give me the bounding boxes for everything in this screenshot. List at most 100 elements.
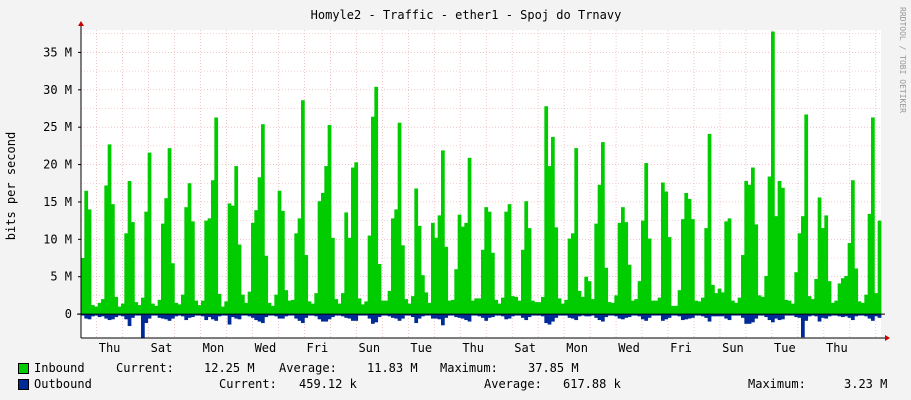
inbound-bar: [644, 163, 649, 315]
inbound-bar: [807, 296, 812, 315]
inbound-bar: [454, 269, 459, 315]
y-tick-label: 15 M: [43, 195, 72, 209]
outbound-bar: [164, 314, 169, 320]
outbound-bar: [564, 314, 569, 316]
x-tick-label: Thu: [826, 341, 848, 355]
inbound-bar: [721, 292, 725, 315]
inbound-bar: [534, 302, 539, 315]
inbound-bar: [157, 299, 162, 315]
outbound-bar: [337, 314, 342, 316]
inbound-bar: [584, 276, 589, 315]
inbound-bar: [207, 218, 212, 315]
outbound-bar: [797, 314, 802, 318]
outbound-bar: [787, 314, 792, 316]
inbound-bar: [587, 281, 592, 315]
inbound-bar: [857, 301, 862, 315]
inbound-bar: [437, 215, 442, 315]
outbound-average: 617.88 k: [563, 377, 621, 391]
outbound-bar: [91, 314, 95, 317]
inbound-bar: [611, 302, 615, 315]
inbound-bar: [681, 219, 685, 315]
outbound-bar: [544, 314, 549, 324]
outbound-bar: [641, 314, 645, 320]
outbound-bar: [791, 314, 795, 316]
outbound-bar: [304, 314, 309, 318]
outbound-bar: [521, 314, 525, 318]
outbound-bar: [311, 314, 315, 316]
outbound-bar: [774, 314, 779, 319]
inbound-bar: [134, 302, 139, 315]
outbound-bar: [211, 314, 215, 320]
outbound-bar: [877, 314, 882, 318]
outbound-bar: [597, 314, 602, 321]
outbound-current-label: Current:: [219, 377, 277, 391]
inbound-bar: [391, 218, 395, 315]
outbound-bar: [134, 314, 139, 316]
inbound-bar: [801, 216, 805, 315]
outbound-bar: [504, 314, 509, 320]
inbound-bar: [81, 258, 85, 315]
outbound-bar: [114, 314, 119, 318]
outbound-bar: [657, 314, 662, 316]
outbound-bar: [221, 314, 225, 316]
inbound-bar: [641, 220, 645, 315]
inbound-bar: [704, 228, 709, 315]
outbound-bar: [81, 314, 85, 316]
outbound-bar: [784, 314, 789, 316]
inbound-swatch: [18, 363, 29, 374]
inbound-bar: [834, 300, 839, 315]
outbound-bar: [194, 314, 199, 316]
inbound-bar: [551, 136, 555, 315]
inbound-bar: [591, 299, 595, 315]
inbound-bar: [397, 122, 402, 315]
inbound-bar: [277, 190, 282, 315]
outbound-bar: [244, 314, 249, 316]
outbound-bar: [467, 314, 472, 322]
x-tick-label: Tue: [410, 341, 432, 355]
outbound-bar: [161, 314, 165, 319]
inbound-bar: [374, 86, 379, 315]
outbound-bar: [727, 314, 732, 321]
inbound-bar: [447, 300, 452, 315]
inbound-bar: [841, 278, 845, 315]
inbound-bar: [424, 292, 429, 315]
outbound-bar: [247, 314, 252, 317]
inbound-bar: [101, 299, 105, 315]
outbound-bar: [584, 314, 589, 317]
inbound-bar: [131, 222, 135, 315]
outbound-maximum-label: Maximum:: [748, 377, 806, 391]
inbound-bar: [594, 223, 599, 315]
outbound-bar: [447, 314, 452, 316]
inbound-bar: [164, 198, 169, 315]
outbound-bar: [684, 314, 689, 320]
inbound-bar: [577, 290, 582, 315]
outbound-bar: [691, 314, 695, 318]
outbound-bar: [111, 314, 115, 320]
outbound-bar: [364, 314, 369, 316]
inbound-bar: [741, 255, 745, 315]
inbound-bar: [637, 281, 642, 315]
outbound-bar: [421, 314, 425, 317]
outbound-bar: [494, 314, 499, 316]
inbound-bar: [451, 299, 455, 315]
outbound-bar: [754, 314, 759, 319]
inbound-bar: [791, 303, 795, 315]
outbound-bar: [837, 314, 842, 317]
inbound-bar: [631, 300, 635, 315]
inbound-bar: [814, 278, 819, 315]
x-tick-label: Fri: [307, 341, 329, 355]
outbound-bar: [294, 314, 299, 319]
outbound-bar: [377, 314, 382, 318]
inbound-bar: [494, 299, 499, 315]
inbound-bar: [201, 300, 205, 315]
inbound-bar: [864, 294, 869, 315]
outbound-bar: [527, 314, 532, 318]
outbound-bar: [777, 314, 782, 321]
outbound-bar: [854, 314, 859, 317]
inbound-bar: [787, 300, 792, 315]
inbound-bar: [284, 290, 289, 315]
inbound-bar: [444, 246, 449, 315]
inbound-bar: [411, 296, 415, 315]
inbound-bar: [214, 117, 219, 315]
inbound-name: Inbound: [34, 361, 85, 375]
